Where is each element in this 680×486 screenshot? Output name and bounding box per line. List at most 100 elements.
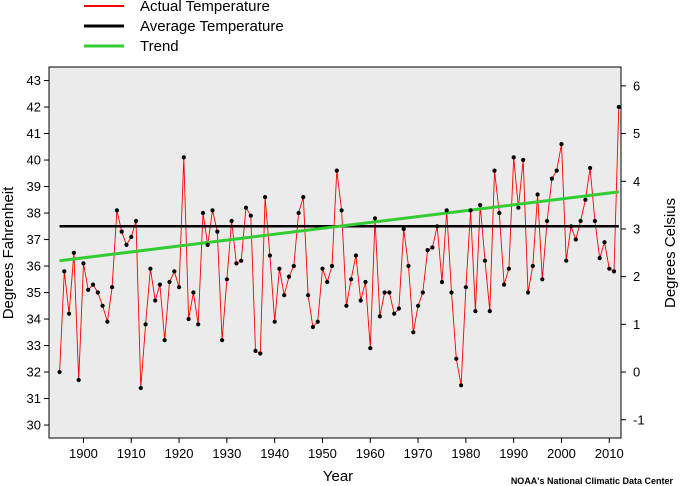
data-point xyxy=(344,303,349,308)
y-tick-label-left: 37 xyxy=(27,232,41,247)
data-point xyxy=(573,237,578,242)
x-tick-label: 1940 xyxy=(260,446,289,461)
data-point xyxy=(90,282,96,287)
data-point xyxy=(568,224,574,229)
data-point xyxy=(468,208,473,213)
data-point xyxy=(363,279,368,285)
legend-label-actual: Actual Temperature xyxy=(140,0,270,15)
x-tick-label: 1910 xyxy=(117,446,146,461)
data-point xyxy=(372,216,378,221)
legend-label-average: Average Temperature xyxy=(140,18,284,35)
y-tick-label-right: 1 xyxy=(633,317,640,332)
data-point xyxy=(315,319,320,324)
data-point xyxy=(502,282,507,287)
data-point xyxy=(167,279,172,285)
data-point xyxy=(511,155,516,160)
data-point xyxy=(454,356,459,361)
data-point xyxy=(220,338,225,343)
y-tick-label-left: 39 xyxy=(27,179,41,194)
data-point xyxy=(497,210,502,216)
data-point xyxy=(406,263,411,269)
data-point xyxy=(200,210,206,216)
y-tick-label-left: 34 xyxy=(27,312,41,327)
data-point xyxy=(210,208,215,213)
data-point xyxy=(444,208,449,213)
data-point xyxy=(521,157,526,163)
data-point xyxy=(67,311,72,316)
data-point xyxy=(377,314,382,319)
data-point xyxy=(243,205,249,210)
data-point xyxy=(196,322,201,327)
data-point xyxy=(320,266,325,271)
data-point xyxy=(325,279,330,285)
data-point xyxy=(592,218,598,224)
y-tick-label-right: 0 xyxy=(633,365,640,380)
data-point xyxy=(162,338,167,343)
data-point xyxy=(234,261,239,266)
data-point xyxy=(263,195,268,200)
data-point xyxy=(119,229,124,234)
data-point xyxy=(545,218,550,224)
y-tick-label-right: 5 xyxy=(633,126,640,141)
y-tick-label-left: 40 xyxy=(27,153,41,168)
data-point xyxy=(602,240,607,245)
data-point xyxy=(449,290,454,295)
data-point xyxy=(124,242,129,247)
x-tick-label: 1970 xyxy=(404,446,433,461)
series-line-trend xyxy=(59,190,620,263)
data-point xyxy=(301,195,306,200)
data-point xyxy=(540,277,545,282)
x-axis-title: Year xyxy=(323,468,353,485)
x-tick-label: 1930 xyxy=(212,446,241,461)
y-tick-label-left: 43 xyxy=(27,73,41,88)
data-point xyxy=(296,210,301,216)
data-point xyxy=(611,269,617,274)
data-point xyxy=(177,285,182,290)
data-point xyxy=(95,290,100,295)
data-point xyxy=(286,274,292,279)
data-point xyxy=(463,285,468,290)
data-point xyxy=(583,197,588,202)
data-point xyxy=(420,290,425,295)
data-point xyxy=(516,205,521,210)
data-point xyxy=(57,369,62,375)
y-tick-label-left: 30 xyxy=(27,418,41,433)
data-point xyxy=(387,290,392,295)
data-point xyxy=(267,253,272,258)
data-point xyxy=(291,263,296,269)
data-point xyxy=(607,266,612,271)
data-point xyxy=(157,282,162,287)
data-point xyxy=(353,253,358,258)
y-tick-label-right: 6 xyxy=(633,78,640,93)
data-point xyxy=(205,242,210,247)
y-tick-label-left: 33 xyxy=(27,338,41,353)
data-point xyxy=(153,298,158,303)
data-point xyxy=(535,192,540,197)
y-tick-label-left: 36 xyxy=(27,259,41,274)
x-tick-label: 1950 xyxy=(308,446,337,461)
data-point xyxy=(62,269,67,274)
data-point xyxy=(554,168,559,173)
data-point xyxy=(229,218,234,224)
data-point xyxy=(459,383,464,388)
x-tick-label: 1960 xyxy=(356,446,385,461)
data-point xyxy=(148,266,153,271)
y-tick-label-right: 4 xyxy=(633,174,640,189)
y-axis-left: 30 31 32 33 34 35 36 37 38 39 40 41 42 43 xyxy=(27,73,49,433)
data-point xyxy=(597,256,602,261)
data-point xyxy=(506,266,511,271)
data-point xyxy=(239,258,244,263)
data-point xyxy=(416,303,421,308)
x-axis: 1900 1910 1920 1930 1940 1950 1960 1970 1980 1990… xyxy=(69,438,624,461)
y-tick-label-left: 32 xyxy=(27,365,41,380)
data-point xyxy=(358,298,363,303)
data-point xyxy=(396,306,401,311)
data-point xyxy=(105,319,110,324)
y-axis-title-right: Degrees Celsius xyxy=(662,198,679,308)
series-layer xyxy=(57,104,621,391)
data-point xyxy=(186,316,191,322)
data-point xyxy=(114,208,119,213)
data-point xyxy=(282,293,287,298)
y-tick-label-right: 2 xyxy=(633,269,640,284)
